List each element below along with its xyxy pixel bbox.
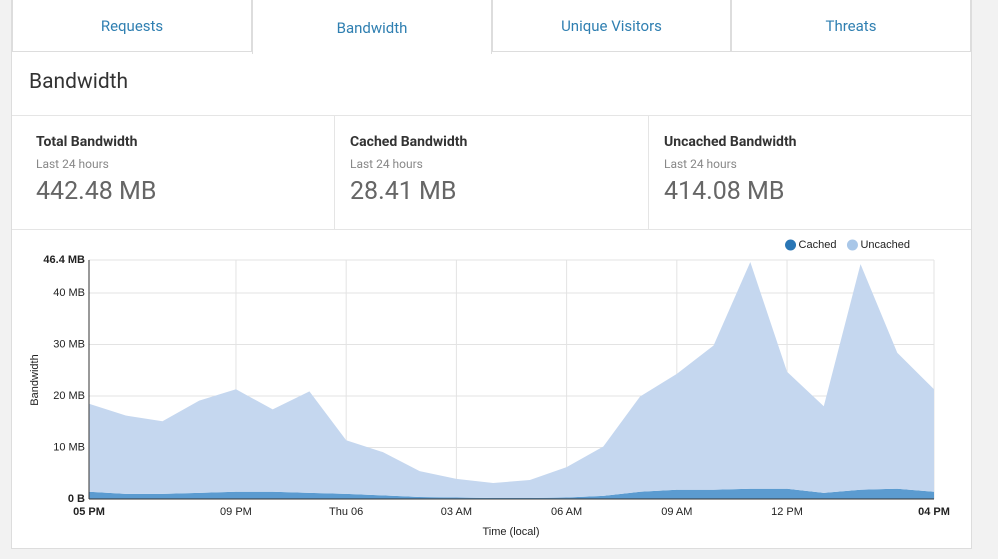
tab[interactable]: Unique Visitors: [492, 0, 731, 52]
area: [89, 488, 934, 499]
stat-title: Cached Bandwidth: [350, 134, 468, 150]
legend-swatch: [785, 239, 797, 251]
y-axis-label: Bandwidth: [29, 354, 41, 405]
area: [89, 262, 934, 498]
tab-bar: Requests Bandwidth Unique Visitors Threa…: [12, 0, 971, 54]
legend-label: Cached: [799, 239, 837, 251]
stat-value: 442.48 MB: [36, 177, 157, 206]
y-tick-label: 10 MB: [53, 441, 85, 453]
tab[interactable]: Threats: [731, 0, 971, 52]
x-tick-label: 03 AM: [441, 506, 472, 518]
x-tick-label: 04 PM: [918, 506, 950, 518]
tab-active[interactable]: Bandwidth: [252, 0, 492, 54]
stat-value: 414.08 MB: [664, 177, 785, 206]
stat: Total Bandwidth Last 24 hours 442.48 MB: [12, 116, 334, 229]
y-tick-label: 0 B: [68, 493, 85, 505]
legend-swatch: [846, 239, 858, 251]
divider: [648, 116, 649, 229]
x-tick-label: 09 PM: [220, 506, 252, 518]
y-tick-label: 46.4 MB: [43, 254, 85, 266]
tab[interactable]: Requests: [12, 0, 252, 52]
stat: Uncached Bandwidth Last 24 hours 414.08 …: [640, 116, 960, 229]
stat-subtitle: Last 24 hours: [664, 157, 737, 171]
stat-value: 28.41 MB: [350, 177, 457, 206]
divider: [12, 115, 971, 116]
x-tick-label: Thu 06: [329, 506, 363, 518]
divider: [12, 229, 971, 230]
x-tick-label: 09 AM: [661, 506, 692, 518]
stat-subtitle: Last 24 hours: [350, 157, 423, 171]
x-axis-label: Time (local): [482, 526, 539, 538]
stat-title: Uncached Bandwidth: [664, 134, 797, 150]
stat-title: Total Bandwidth: [36, 134, 138, 150]
y-tick-label: 20 MB: [53, 390, 85, 402]
divider: [334, 116, 335, 229]
y-tick-label: 40 MB: [53, 287, 85, 299]
stat-subtitle: Last 24 hours: [36, 157, 109, 171]
stat: Cached Bandwidth Last 24 hours 28.41 MB: [326, 116, 640, 229]
heading: Bandwidth: [29, 70, 129, 94]
x-tick-label: 05 PM: [73, 506, 105, 518]
x-tick-label: 12 PM: [771, 506, 803, 518]
y-tick-label: 30 MB: [53, 338, 85, 350]
legend-label: Uncached: [860, 239, 910, 251]
x-tick-label: 06 AM: [551, 506, 582, 518]
